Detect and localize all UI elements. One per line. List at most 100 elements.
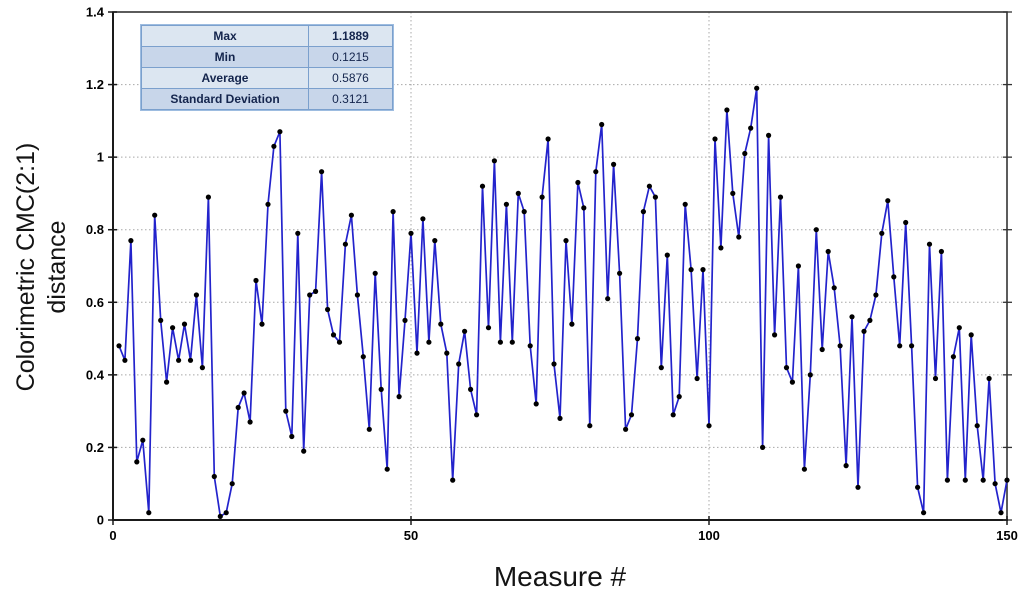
data-point-marker [670,412,676,418]
data-point-marker [724,107,730,113]
data-point-marker [450,477,456,483]
data-point-marker [640,209,647,215]
data-point-marker [789,379,796,385]
data-point-marker [652,194,659,200]
data-point-marker [330,332,337,338]
data-point-marker [247,419,253,425]
data-point-marker [223,510,229,516]
stats-value-max: 1.1889 [308,25,393,47]
data-point-marker [932,375,939,382]
data-point-marker [527,343,533,349]
data-point-marker [140,437,146,443]
data-point-marker [301,448,307,454]
data-point-marker [903,219,909,226]
data-point-marker [503,201,509,207]
data-point-marker [444,350,450,356]
data-point-marker [271,143,277,149]
y-tick-label: 1.2 [86,77,104,92]
data-point-marker [849,314,855,320]
data-point-marker [664,252,670,258]
data-point-marker [396,394,402,400]
data-point-marker [611,161,617,167]
data-point-marker [164,379,170,385]
data-point-marker [634,336,641,342]
x-tick-label: 150 [996,528,1018,543]
data-point-marker [253,277,259,284]
data-point-marker [813,227,819,233]
data-point-marker [187,357,194,363]
data-point-marker [289,433,295,440]
data-point-marker [658,365,664,371]
data-point-marker [795,263,802,269]
data-point-marker [980,477,986,483]
data-point-marker [235,404,241,411]
y-tick-label: 0.2 [86,440,104,455]
data-point-marker [772,332,778,338]
data-point-marker [777,194,784,200]
data-point-marker [390,209,396,215]
data-point-marker [408,230,414,236]
data-point-marker [259,321,265,327]
data-point-marker [366,426,372,432]
data-point-marker [700,267,706,273]
data-point-marker [319,169,325,175]
data-point-marker [241,390,247,396]
data-point-marker [211,473,217,480]
y-axis-label-line2: distance [43,220,71,314]
x-axis-label: Measure # [493,561,627,592]
data-point-marker [134,459,140,465]
data-point-marker [694,375,700,382]
stats-row-max: Max 1.1889 [141,25,393,47]
data-point-marker [688,267,694,273]
data-point-marker [420,216,426,222]
x-tick-label: 100 [698,528,720,543]
data-point-marker [569,321,575,327]
data-point-marker [968,332,974,338]
stats-table: Max 1.1889 Min 0.1215 Average 0.5876 Sta… [141,25,393,110]
stats-value-min: 0.1215 [308,46,393,68]
stats-label-stddev: Standard Deviation [141,88,309,110]
data-point-marker [986,375,992,382]
data-point-marker [426,339,432,345]
data-point-marker [545,136,551,142]
data-point-marker [819,346,825,353]
stats-row-average: Average 0.5876 [141,67,393,89]
data-point-marker [950,354,957,360]
data-point-marker [605,296,611,302]
data-point-marker [760,444,766,450]
data-point-marker [354,292,360,298]
data-point-marker [170,325,176,331]
data-point-marker [992,481,998,487]
data-point-marker [682,201,688,207]
data-point-marker [205,194,211,200]
data-point-marker [831,285,837,291]
data-point-marker [915,484,921,490]
data-point-marker [581,205,587,211]
data-point-marker [146,510,152,516]
stats-value-stddev: 0.3121 [308,88,393,110]
data-point-marker [575,179,581,186]
data-point-marker [593,169,599,175]
data-point-marker [676,394,682,400]
data-point-marker [515,190,521,196]
data-point-marker [885,198,891,204]
data-point-marker [855,484,861,490]
data-point-marker [468,386,474,392]
x-tick-label: 0 [109,528,116,543]
data-point-marker [742,150,748,157]
data-point-marker [861,328,867,334]
stats-label-average: Average [141,67,309,89]
data-point-marker [181,321,188,327]
y-tick-label: 0 [97,513,104,528]
data-point-marker [998,510,1004,516]
data-point-marker [754,85,760,91]
data-point-marker [479,183,486,189]
data-point-marker [646,183,653,189]
data-point-marker [229,481,235,487]
data-point-marker [587,423,593,429]
data-point-marker [313,288,319,294]
data-point-marker [307,292,313,298]
data-point-marker [539,194,545,200]
